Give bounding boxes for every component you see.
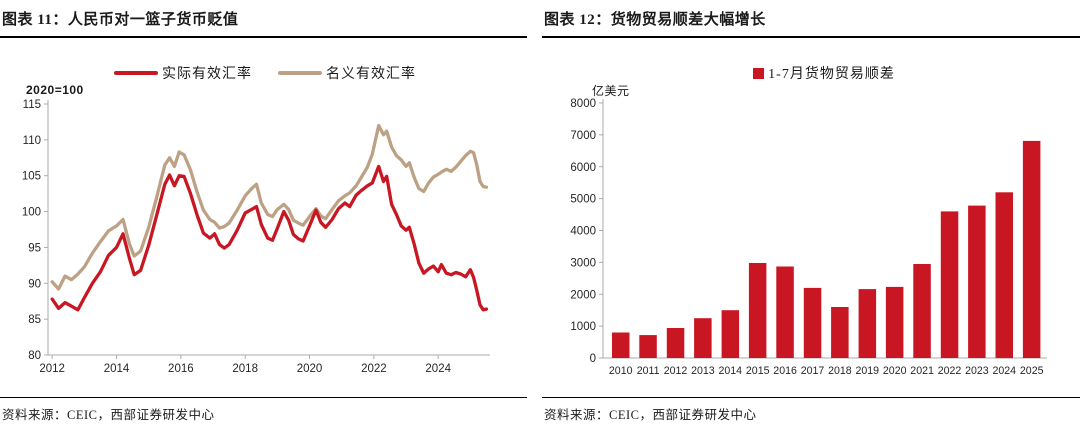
x-tick-2012: 2012: [39, 363, 65, 375]
figure-11-title: 图表 11：人民币对一篮子货币贬值: [2, 12, 239, 28]
x-axis-tick-labels: 2012 2014 2016 2018 2020 2022 2024: [39, 355, 452, 375]
x-axis-category-labels: 2010 2011 2012 2013 2014 2015 2016 2017 2018 2019…: [609, 365, 1044, 377]
x-cat-2016: 2016: [773, 365, 797, 377]
x-tick-2016: 2016: [168, 363, 194, 375]
x-cat-2018: 2018: [828, 365, 852, 377]
legend-label-neer: 名义有效汇率: [326, 67, 416, 82]
figure-11-panel: 图表 11：人民币对一篮子货币贬值 实际有效汇率 名义有效汇率 2020=100…: [0, 0, 530, 433]
x-cat-2017: 2017: [801, 365, 825, 377]
bar-2017: [803, 287, 822, 358]
series-line-实际有效汇率: [50, 164, 489, 312]
reer-line-swatch: [114, 71, 158, 75]
series-line-名义有效汇率: [50, 123, 489, 291]
x-cat-2012: 2012: [664, 365, 688, 377]
y-tick-90: 90: [28, 278, 41, 290]
x-tick-2014: 2014: [104, 363, 130, 375]
x-tick-2024: 2024: [425, 363, 451, 375]
bar-2011: [639, 335, 657, 358]
x-cat-2015: 2015: [746, 365, 770, 377]
line-chart-axes: [47, 100, 490, 356]
y-tick-115: 115: [23, 99, 41, 111]
bar-2016: [776, 266, 794, 358]
bar-2012: [666, 328, 685, 358]
bar-2022: [940, 211, 959, 358]
title-underline: [542, 36, 1080, 38]
bar-2019: [858, 289, 877, 358]
y-tick-1000: 1000: [570, 321, 596, 333]
effective-exchange-rate-line-chart: 80 85 90 95 100 105 110 115 2012 2014 2016 2018 2020…: [22, 99, 490, 375]
x-cat-2024: 2024: [993, 365, 1017, 377]
title-underline: [0, 36, 527, 38]
x-tick-2020: 2020: [297, 363, 323, 375]
index-base-label: 2020=100: [26, 83, 84, 97]
legend-item-neer: 名义有效汇率: [278, 63, 416, 83]
y-tick-3000: 3000: [570, 257, 596, 269]
x-cat-2019: 2019: [856, 365, 880, 377]
x-cat-2010: 2010: [609, 365, 633, 377]
figure-12-source: 资料来源：CEIC，西部证券研发中心: [544, 408, 757, 422]
bar-2020: [885, 286, 904, 358]
x-cat-2025: 2025: [1020, 365, 1044, 377]
x-cat-2023: 2023: [965, 365, 989, 377]
y-tick-7000: 7000: [570, 130, 596, 142]
bar-2025: [1022, 140, 1041, 358]
trade-surplus-bar-swatch: [753, 67, 765, 79]
y-tick-2000: 2000: [570, 289, 596, 301]
figure-12-panel: 图表 12：货物贸易顺差大幅增长 1-7月货物贸易顺差 亿美元 0 1000 200…: [542, 0, 1080, 433]
x-cat-2021: 2021: [910, 365, 934, 377]
y-tick-105: 105: [22, 171, 41, 183]
bar-2010: [612, 332, 630, 358]
legend-item-trade-surplus: 1-7月货物贸易顺差: [753, 63, 895, 83]
y-tick-95: 95: [28, 242, 41, 254]
y-axis-tick-labels: 0 1000 2000 3000 4000 5000 6000 7000 8000: [570, 98, 603, 365]
bar-2018: [831, 307, 849, 358]
x-tick-2022: 2022: [361, 363, 387, 375]
x-cat-2022: 2022: [938, 365, 962, 377]
bar-2021: [913, 264, 931, 358]
bar-2013: [694, 318, 712, 358]
y-tick-110: 110: [23, 135, 41, 147]
y-tick-0: 0: [590, 353, 596, 365]
bar-2023: [968, 205, 986, 358]
x-tick-2018: 2018: [232, 363, 258, 375]
figure-11-source: 资料来源：CEIC，西部证券研发中心: [2, 408, 215, 422]
legend-label-trade-surplus: 1-7月货物贸易顺差: [768, 67, 895, 82]
y-tick-8000: 8000: [570, 98, 596, 110]
legend-label-reer: 实际有效汇率: [162, 67, 252, 82]
line-chart-legend: 实际有效汇率 名义有效汇率: [35, 63, 495, 83]
y-tick-100: 100: [22, 207, 41, 219]
y-tick-85: 85: [28, 314, 41, 326]
bar-chart-legend: 1-7月货物贸易顺差: [603, 63, 1045, 83]
y-tick-4000: 4000: [570, 226, 596, 238]
x-cat-2014: 2014: [719, 365, 743, 377]
source-divider: [542, 397, 1080, 398]
x-cat-2011: 2011: [637, 365, 660, 377]
trade-surplus-bars: [612, 140, 1041, 359]
y-axis-tick-labels: 80 85 90 95 100 105 110 115: [22, 99, 48, 362]
legend-item-reer: 实际有效汇率: [114, 63, 252, 83]
bar-2024: [995, 192, 1013, 359]
bar-2015: [748, 263, 767, 358]
y-tick-6000: 6000: [570, 162, 596, 174]
source-divider: [0, 397, 527, 398]
x-cat-2013: 2013: [691, 365, 715, 377]
y-tick-5000: 5000: [570, 194, 596, 206]
figure-12-title: 图表 12：货物贸易顺差大幅增长: [544, 12, 766, 28]
neer-line-swatch: [278, 71, 322, 75]
unit-label-usd-100m: 亿美元: [592, 84, 630, 98]
bar-2014: [721, 310, 740, 358]
y-tick-80: 80: [28, 350, 41, 362]
x-cat-2020: 2020: [883, 365, 907, 377]
